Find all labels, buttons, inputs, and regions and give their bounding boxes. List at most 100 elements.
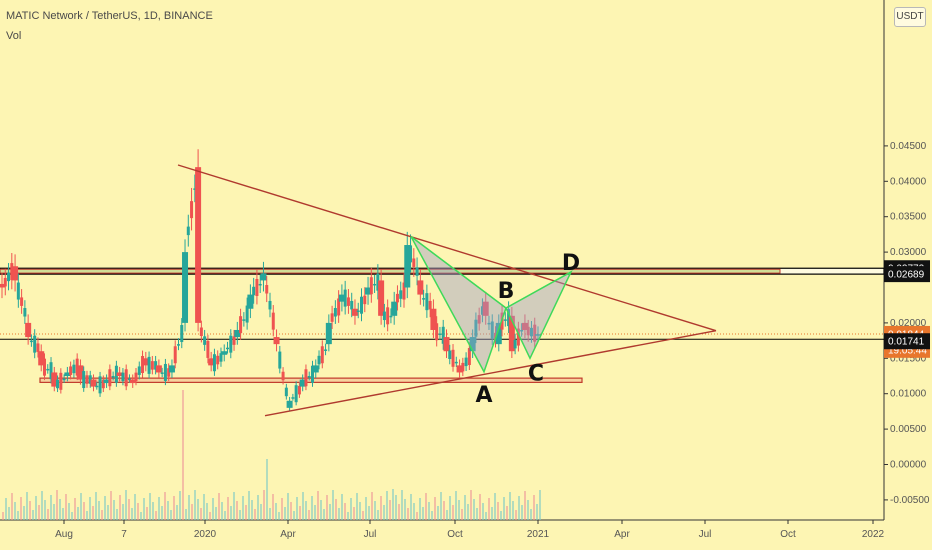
candle-body <box>369 277 373 295</box>
candle-body <box>425 293 429 311</box>
candle-body <box>180 325 184 343</box>
candle-body <box>75 358 79 376</box>
volume-bar <box>407 508 409 520</box>
candle-body <box>516 328 520 346</box>
candle-body <box>474 319 478 337</box>
volume-bar <box>248 491 250 520</box>
volume-bar <box>32 510 34 520</box>
volume-bar <box>83 502 85 520</box>
volume-bar <box>134 494 136 520</box>
candle-body <box>456 365 463 373</box>
candle-body <box>242 319 246 321</box>
volume-bar <box>254 509 256 520</box>
volume-bar <box>92 506 94 520</box>
volume-bar <box>242 496 244 520</box>
volume-bar <box>509 492 511 520</box>
volume-bar <box>389 500 391 520</box>
volume-bar <box>41 491 43 520</box>
pattern-point-a: A <box>475 383 492 408</box>
volume-bar <box>464 495 466 520</box>
y-tick-label: 0.00500 <box>890 424 927 435</box>
candle-body <box>480 306 484 315</box>
volume-bar <box>125 490 127 520</box>
candle-body <box>38 351 45 366</box>
candle-body <box>234 329 241 338</box>
volume-bar <box>158 497 160 520</box>
volume-bar <box>53 504 55 520</box>
candle-body <box>82 371 86 389</box>
candle-body <box>186 226 190 236</box>
volume-bar <box>434 497 436 520</box>
volume-bar <box>386 491 388 520</box>
volume-bar <box>311 496 313 520</box>
candle-body <box>304 369 308 387</box>
candle-body <box>255 279 259 296</box>
candle-body <box>154 361 158 370</box>
volume-bar <box>335 499 337 520</box>
x-tick-label: 7 <box>121 529 127 540</box>
y-tick-label: 0.04000 <box>890 176 927 187</box>
volume-bar <box>191 504 193 520</box>
volume-bar <box>263 490 265 520</box>
candle-body <box>150 361 154 370</box>
volume-bar <box>440 492 442 520</box>
candle-body <box>533 324 537 342</box>
volume-bar <box>236 501 238 520</box>
candle-body <box>399 290 403 299</box>
volume-bar <box>200 508 202 520</box>
volume-bar <box>89 497 91 520</box>
volume-bar <box>179 491 181 520</box>
volume-bar <box>209 512 211 520</box>
volume-bar <box>482 503 484 520</box>
candle-body <box>16 282 20 300</box>
volume-indicator-label[interactable]: Vol <box>6 30 22 42</box>
volume-bar <box>494 493 496 520</box>
volume-bar <box>377 510 379 520</box>
candle-body <box>134 372 138 382</box>
candle-body <box>193 188 197 190</box>
candle-body <box>513 339 517 349</box>
volume-bar <box>470 490 472 520</box>
volume-bar <box>17 511 19 520</box>
candle-body <box>271 312 275 330</box>
candle-body <box>521 322 528 330</box>
candle-body <box>467 348 471 366</box>
candle-body <box>454 361 458 364</box>
candle-body <box>284 387 288 397</box>
volume-bar <box>194 490 196 520</box>
candle-body <box>333 308 337 317</box>
volume-bar <box>110 491 112 520</box>
price-tag-label: 0.02689 <box>888 270 925 281</box>
volume-bar <box>479 494 481 520</box>
volume-bar <box>305 501 307 520</box>
candle-body <box>121 372 125 382</box>
candle-body <box>195 167 202 323</box>
candle-body <box>464 357 468 367</box>
candle-body <box>422 298 426 300</box>
candle-body <box>239 316 243 334</box>
candle-body <box>46 368 50 371</box>
volume-bar <box>485 512 487 520</box>
x-tick-label: 2022 <box>862 529 885 540</box>
candle-body <box>428 300 432 310</box>
price-tag-label: 0.01741 <box>888 337 925 348</box>
candle-body <box>482 301 489 316</box>
volume-bar <box>317 491 319 520</box>
volume-bar <box>107 505 109 520</box>
volume-bar <box>56 490 58 520</box>
ascending-trendline <box>264 330 717 417</box>
volume-bar <box>425 493 427 520</box>
volume-bar <box>341 494 343 520</box>
volume-bar <box>101 510 103 520</box>
volume-bar <box>215 507 217 520</box>
candle-body <box>85 375 89 384</box>
volume-bar <box>422 507 424 520</box>
volume-bar <box>338 508 340 520</box>
currency-button[interactable]: USDT <box>894 7 926 27</box>
candle-body <box>312 365 319 373</box>
x-tick-label: Aug <box>55 529 73 540</box>
y-tick-label: 0.04500 <box>890 141 927 152</box>
candle-body <box>168 365 175 373</box>
